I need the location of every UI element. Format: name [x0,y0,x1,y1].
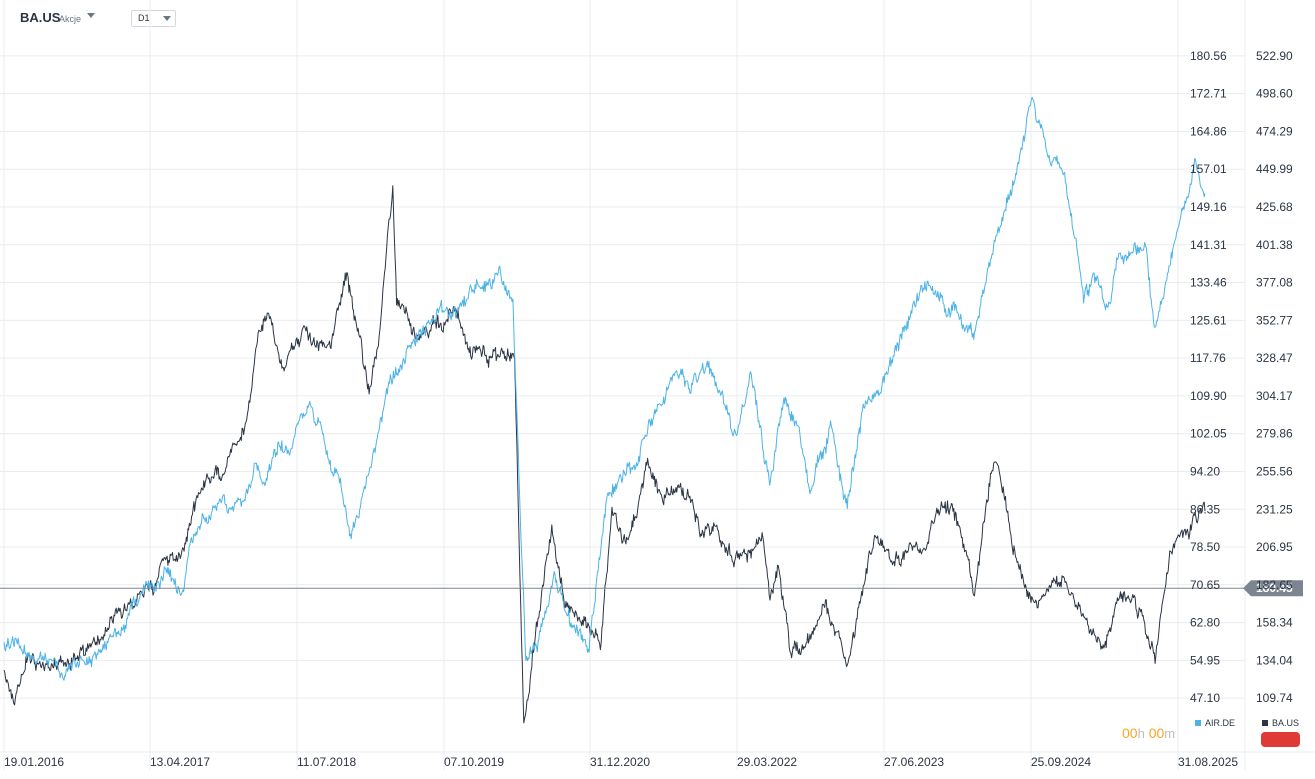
left-axis-tick: 164.86 [1190,124,1227,138]
left-axis-tick: 149.16 [1190,200,1227,214]
right-axis-tick: 474.29 [1256,124,1293,138]
series-ba-us-line [3,185,1206,724]
left-axis-tick: 86.35 [1190,502,1220,516]
chart-toolbar: BA.US Akcje D1 [0,0,1315,34]
legend-item-ba-us[interactable]: BA.US [1262,718,1299,728]
left-axis-tick: 172.71 [1190,87,1227,101]
left-axis-tick: 62.80 [1190,616,1220,630]
asset-type-label: Akcje [59,14,82,24]
time-axis-tick: 13.04.2017 [150,755,210,769]
right-axis-tick: 255.56 [1256,464,1293,478]
legend-swatch-ba-us [1262,720,1268,726]
time-axis-tick: 07.10.2019 [444,755,504,769]
left-axis-tick: 94.20 [1190,464,1220,478]
legend-label-air-de: AIR.DE [1205,718,1236,728]
left-axis-tick: 125.61 [1190,313,1227,327]
right-price-axis: 522.90 498.60 474.29 449.99 425.68 401.38 377.… [1256,49,1293,705]
legend-swatch-air-de [1195,720,1201,726]
time-axis-tick: 27.06.2023 [884,755,944,769]
countdown-hours: 00 [1122,725,1138,741]
timeframe-chevron-down-icon [163,16,171,21]
time-axis-tick: 31.12.2020 [590,755,650,769]
left-axis-tick: 133.46 [1190,276,1227,290]
right-axis-tick: 109.74 [1256,691,1293,705]
right-axis-tick: 328.47 [1256,351,1293,365]
legend-label-ba-us: BA.US [1272,718,1300,728]
left-axis-tick: 157.01 [1190,162,1227,176]
series-air-de-line [3,96,1206,681]
left-axis-tick: 78.50 [1190,540,1220,554]
right-axis-tick: 279.86 [1256,427,1293,441]
time-axis: 19.01.2016 13.04.2017 11.07.2018 07.10.2019… [4,755,1238,769]
left-axis-tick: 180.56 [1190,49,1227,63]
left-axis-tick: 102.05 [1190,427,1227,441]
right-axis-tick: 425.68 [1256,200,1293,214]
right-axis-tick: 401.38 [1256,238,1293,252]
timeframe-select[interactable]: D1 [131,10,176,27]
countdown-minutes-unit: m [1164,726,1176,741]
current-price-tag [1243,580,1303,597]
left-price-axis: 180.56 172.71 164.86 157.01 149.16 141.31 133.… [1190,49,1227,705]
left-axis-tick: 141.31 [1190,238,1227,252]
left-axis-tick: 47.10 [1190,691,1220,705]
right-axis-tick: 449.99 [1256,162,1293,176]
current-price-line-layer: 180.45 [0,580,1303,597]
time-axis-tick: 19.01.2016 [4,755,64,769]
right-axis-tick: 231.25 [1256,502,1293,516]
left-axis-tick: 54.95 [1190,653,1220,667]
time-axis-tick: 25.09.2024 [1031,755,1091,769]
candle-countdown: 00h 00m [1122,725,1175,741]
left-axis-tick: 70.65 [1190,578,1220,592]
countdown-minutes: 00 [1148,725,1165,741]
right-axis-tick: 206.95 [1256,540,1293,554]
countdown-hours-unit: h [1137,726,1145,741]
right-axis-tick: 352.77 [1256,313,1293,327]
right-axis-tick: 158.34 [1256,616,1293,630]
time-axis-tick: 29.03.2022 [737,755,797,769]
right-axis-tick: 304.17 [1256,389,1293,403]
time-axis-tick: 31.08.2025 [1178,755,1238,769]
symbol-label[interactable]: BA.US [20,10,61,25]
legend-item-air-de[interactable]: AIR.DE [1195,718,1235,728]
time-axis-tick: 11.07.2018 [297,755,356,769]
left-axis-tick: 109.90 [1190,389,1227,403]
series-layer [3,96,1206,724]
right-axis-tick: 377.08 [1256,276,1293,290]
right-axis-tick: 182.65 [1256,578,1293,592]
right-axis-tick: 522.90 [1256,49,1293,63]
live-status-badge[interactable] [1261,732,1300,747]
timeframe-label: D1 [138,13,150,23]
right-axis-tick: 134.04 [1256,653,1293,667]
current-price-label: 180.45 [1256,581,1293,595]
left-axis-tick: 117.76 [1190,351,1226,365]
right-axis-tick: 498.60 [1256,87,1293,101]
symbol-dropdown-chevron-icon[interactable] [87,13,95,18]
